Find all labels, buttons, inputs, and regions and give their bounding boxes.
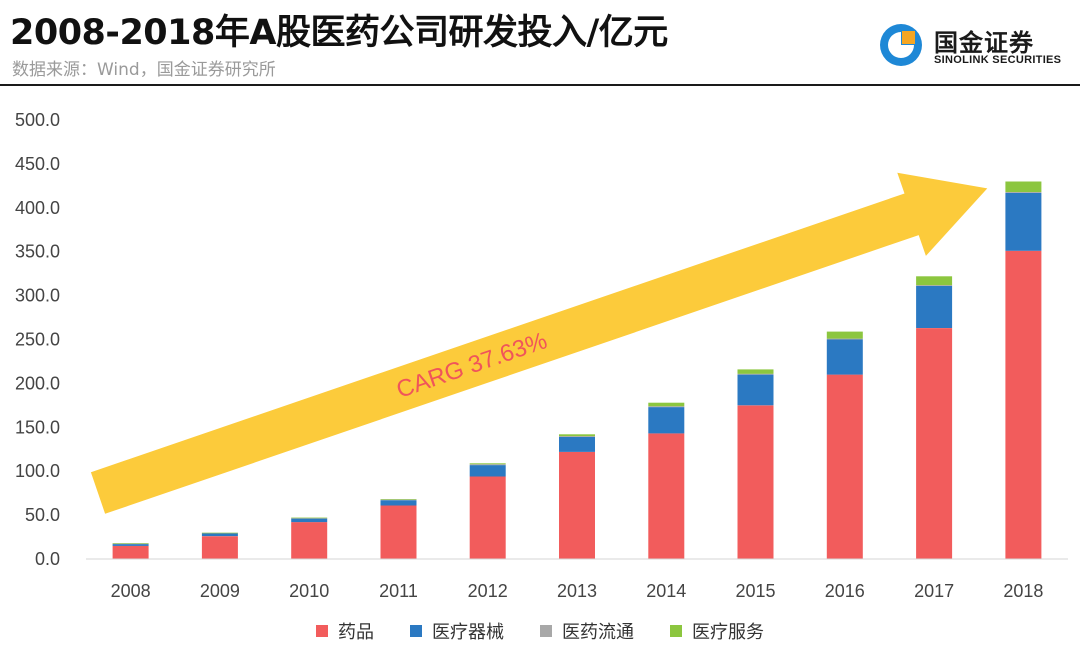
bar-2011-series-0: [380, 505, 417, 559]
data-source-note: 数据来源：Wind，国金证券研究所: [12, 60, 276, 80]
y-tick-label: 350.0: [15, 242, 60, 262]
bar-2014-series-0: [648, 433, 685, 559]
legend-swatch: [540, 625, 552, 637]
bar-2016-series-0: [826, 374, 863, 559]
bar-2018-series-0: [1005, 250, 1042, 560]
bar-2018-series-1: [1005, 192, 1042, 251]
bar-2012-series-3: [469, 463, 506, 465]
bar-2015-series-1: [737, 374, 774, 406]
bar-2010-series-1: [291, 518, 328, 523]
sinolink-logo-icon: [880, 24, 922, 66]
x-tick-label: 2017: [914, 581, 954, 601]
x-tick-label: 2010: [289, 581, 329, 601]
bar-2018-series-2: [1005, 192, 1042, 193]
bar-2009-series-3: [201, 532, 238, 534]
legend-swatch: [316, 625, 328, 637]
header-divider: [0, 84, 1080, 86]
bar-2011-series-3: [380, 499, 417, 500]
bar-2010-series-0: [291, 522, 328, 559]
bar-2011-series-2: [380, 499, 417, 501]
y-tick-label: 500.0: [15, 110, 60, 130]
y-tick-label: 250.0: [15, 330, 60, 350]
y-tick-label: 300.0: [15, 286, 60, 306]
x-tick-label: 2012: [468, 581, 508, 601]
y-tick-label: 400.0: [15, 198, 60, 218]
stacked-bar-chart: CARG 37.63% 0.050.0100.0150.0200.0250.03…: [15, 110, 1068, 601]
bar-2012-series-1: [469, 465, 506, 477]
bar-2017-series-1: [916, 285, 953, 328]
x-tick-label: 2018: [1003, 581, 1043, 601]
bar-2017-series-3: [916, 276, 953, 286]
legend-item: 医疗服务: [670, 618, 764, 644]
bar-2013-series-3: [559, 434, 595, 437]
logo-name-cn: 国金证券: [934, 29, 1034, 57]
bar-2009-series-1: [201, 533, 238, 537]
x-tick-label: 2011: [379, 581, 418, 601]
bar-2014-series-3: [648, 402, 685, 407]
legend-label: 医药流通: [562, 622, 634, 643]
bar-2014-series-1: [648, 407, 685, 434]
bar-2008-series-3: [112, 543, 149, 544]
y-tick-label: 50.0: [25, 505, 60, 525]
bar-2009-series-0: [201, 536, 238, 559]
x-tick-label: 2008: [111, 581, 151, 601]
bar-2010-series-2: [291, 518, 328, 519]
bar-2016-series-1: [826, 339, 863, 375]
bar-2012-series-0: [469, 476, 506, 559]
bar-2015-series-0: [737, 405, 774, 559]
bar-2012-series-2: [469, 464, 506, 466]
bar-2018-series-3: [1005, 181, 1042, 192]
bar-2017-series-2: [916, 285, 953, 286]
bar-2011-series-1: [380, 500, 417, 506]
legend-label: 药品: [338, 622, 374, 643]
company-logo: 国金证券 SINOLINK SECURITIES: [876, 20, 1076, 72]
chart-title: 2008-2018年A股医药公司研发投入/亿元: [10, 13, 668, 53]
bar-2015-series-2: [737, 373, 774, 375]
x-tick-label: 2013: [557, 581, 597, 601]
trend-arrow: [90, 172, 988, 514]
legend-label: 医疗服务: [692, 622, 764, 643]
x-tick-label: 2014: [646, 581, 686, 601]
bar-2017-series-0: [916, 328, 953, 559]
bar-2016-series-3: [826, 331, 863, 339]
x-tick-label: 2016: [825, 581, 865, 601]
bar-2015-series-3: [737, 369, 774, 374]
chart-header: 2008-2018年A股医药公司研发投入/亿元 数据来源：Wind，国金证券研究…: [0, 0, 1080, 86]
y-tick-label: 200.0: [15, 373, 60, 393]
legend-label: 医疗器械: [432, 622, 504, 643]
bar-2014-series-2: [648, 406, 685, 408]
legend-item: 医疗器械: [410, 618, 504, 644]
bar-2008-series-0: [112, 545, 149, 559]
legend-item: 医药流通: [540, 618, 634, 644]
y-tick-label: 450.0: [15, 154, 60, 174]
legend-item: 药品: [316, 618, 374, 644]
bar-2013-series-2: [559, 436, 595, 437]
bar-2013-series-1: [559, 437, 595, 452]
bar-2008-series-1: [112, 544, 149, 546]
y-tick-label: 100.0: [15, 461, 60, 481]
legend-swatch: [410, 625, 422, 637]
legend-swatch: [670, 625, 682, 637]
x-tick-label: 2015: [735, 581, 775, 601]
bar-2013-series-0: [559, 451, 595, 559]
logo-name-en: SINOLINK SECURITIES: [934, 54, 1062, 66]
y-tick-label: 150.0: [15, 417, 60, 437]
bar-2010-series-3: [291, 517, 328, 519]
y-tick-label: 0.0: [35, 549, 60, 569]
chart-legend: 药品 医疗器械 医药流通 医疗服务: [0, 618, 1080, 644]
bar-2016-series-2: [826, 338, 863, 340]
x-tick-label: 2009: [200, 581, 240, 601]
